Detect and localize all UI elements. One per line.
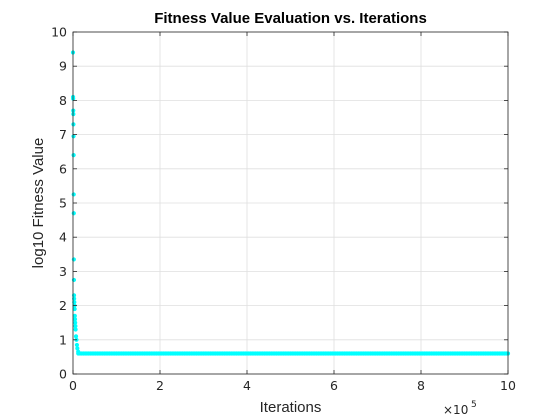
data-point xyxy=(74,342,80,348)
data-point xyxy=(71,211,76,216)
data-point xyxy=(73,324,78,329)
y-tick-label: 3 xyxy=(59,264,67,279)
x-tick-label: 10 xyxy=(500,378,516,393)
x-tick-label: 4 xyxy=(243,378,251,393)
data-point xyxy=(73,334,79,339)
y-tick-label: 4 xyxy=(59,230,67,245)
x-tick-label: 8 xyxy=(417,378,425,393)
data-point xyxy=(71,192,76,197)
x-tick-label: 0 xyxy=(69,378,77,393)
y-tick-label: 0 xyxy=(59,367,67,382)
data-point xyxy=(73,327,78,332)
data-point xyxy=(73,320,78,325)
data-point xyxy=(72,313,77,318)
y-tick-label: 8 xyxy=(59,93,67,108)
x-tick-label: 6 xyxy=(330,378,338,393)
data-point xyxy=(71,134,76,139)
x-axis-label: Iterations xyxy=(260,399,322,416)
y-tick-label: 5 xyxy=(59,196,67,211)
data-point xyxy=(76,349,81,354)
y-tick-label: 10 xyxy=(51,25,67,40)
data-point xyxy=(71,277,77,283)
y-tick-label: 6 xyxy=(59,161,67,176)
grid-lines xyxy=(72,31,509,375)
y-tick-label: 2 xyxy=(59,298,67,313)
y-axis-label: log10 Fitness Value xyxy=(30,138,47,269)
axis-ticks: 0 2 4 6 8 10 0 1 2 3 4 5 6 7 8 9 10 xyxy=(51,25,516,394)
chart-title: Fitness Value Evaluation vs. Iterations xyxy=(154,10,427,27)
x-exponent-base: ×10 xyxy=(443,403,468,417)
x-axis-exponent: ×10 5 xyxy=(443,400,477,417)
data-point xyxy=(71,153,76,158)
data-point xyxy=(72,317,78,322)
data-points xyxy=(70,50,511,356)
y-tick-label: 1 xyxy=(59,332,67,347)
x-exponent-power: 5 xyxy=(471,400,477,410)
y-tick-label: 9 xyxy=(59,59,67,74)
y-tick-label: 7 xyxy=(59,127,67,142)
data-point xyxy=(71,257,76,262)
data-point xyxy=(72,306,77,312)
data-point xyxy=(71,122,76,127)
data-point xyxy=(75,346,80,351)
x-tick-label: 2 xyxy=(156,378,164,393)
